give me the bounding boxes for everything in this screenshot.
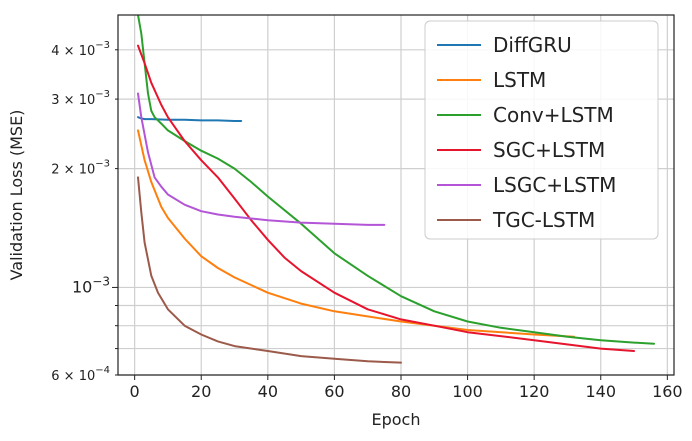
legend-label-sgc-lstm: SGC+LSTM xyxy=(493,138,605,162)
x-tick-label: 20 xyxy=(191,382,211,401)
x-tick-label: 160 xyxy=(652,382,683,401)
legend-box xyxy=(424,20,659,240)
series-line-diffgru xyxy=(137,116,243,122)
series-line-conv-lstm xyxy=(137,15,655,345)
x-tick-label: 40 xyxy=(258,382,278,401)
y-axis-label: Validation Loss (MSE) xyxy=(7,110,26,281)
x-axis-ticks: 0 20 40 60 80 100 120 140 160 xyxy=(130,375,683,401)
legend-label-conv-lstm: Conv+LSTM xyxy=(493,103,614,127)
y-tick-label: 10−3 xyxy=(72,274,110,296)
x-tick-label: 120 xyxy=(519,382,550,401)
series-line-sgc-lstm xyxy=(137,44,635,352)
x-tick-label: 80 xyxy=(391,382,411,401)
y-tick-label: 3 × 10−3 xyxy=(51,89,110,108)
x-axis-label: Epoch xyxy=(372,410,421,429)
y-tick-label: 6 × 10−4 xyxy=(51,365,110,384)
y-tick-label: 4 × 10−3 xyxy=(51,40,110,59)
series-lines xyxy=(137,15,655,364)
x-tick-label: 0 xyxy=(130,382,140,401)
legend: DiffGRU LSTM Conv+LSTM SGC+LSTM LSGC+LSTM TGC… xyxy=(424,20,659,240)
x-tick-label: 60 xyxy=(324,382,344,401)
x-tick-label: 100 xyxy=(452,382,483,401)
y-tick-label: 2 × 10−3 xyxy=(51,159,110,178)
legend-label-diffgru: DiffGRU xyxy=(493,33,572,57)
legend-label-tgc-lstm: TGC-LSTM xyxy=(492,208,595,232)
plot-frame xyxy=(117,14,675,376)
legend-label-lstm: LSTM xyxy=(493,68,546,92)
x-tick-label: 140 xyxy=(585,382,616,401)
series-line-tgc-lstm xyxy=(137,176,402,364)
y-axis-ticks: 6 × 10−4 10−3 2 × 10−3 3 × 10−3 4 × 10−3 xyxy=(51,40,118,384)
legend-label-lsgc-lstm: LSGC+LSTM xyxy=(493,173,616,197)
series-line-lsgc-lstm xyxy=(137,92,386,226)
